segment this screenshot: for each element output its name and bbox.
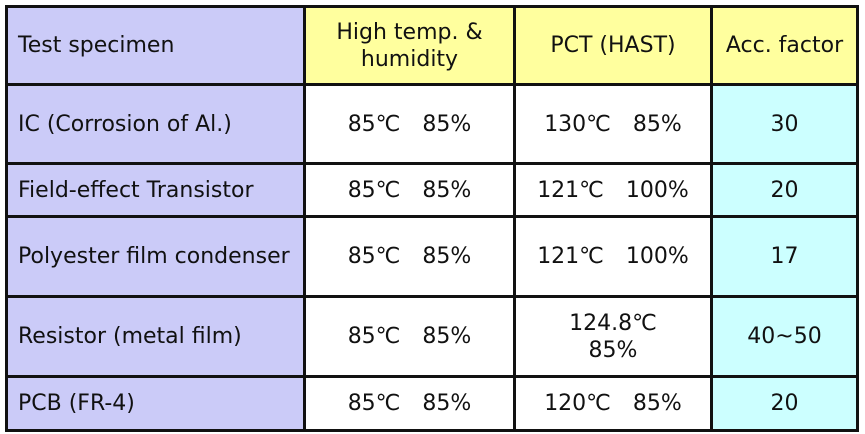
high-temp-cell: 85℃ 85% <box>303 295 516 378</box>
header-high-temp-humidity: High temp. & humidity <box>303 5 516 86</box>
high-temp-cell: 85℃ 85% <box>303 215 516 298</box>
table-row: Resistor (metal film) 85℃ 85% 124.8℃ 85%… <box>5 295 859 378</box>
header-acc-factor: Acc. factor <box>710 5 859 86</box>
acceleration-factor-table: Test specimen High temp. & humidity PCT … <box>5 5 859 432</box>
pct-cell: 120℃ 85% <box>513 375 713 432</box>
pct-cell: 124.8℃ 85% <box>513 295 713 378</box>
pct-cell: 121℃ 100% <box>513 162 713 218</box>
specimen-cell: Field-effect Transistor <box>5 162 306 218</box>
specimen-cell: Polyester film condenser <box>5 215 306 298</box>
table-row: Polyester film condenser 85℃ 85% 121℃ 10… <box>5 215 859 298</box>
specimen-cell: PCB (FR-4) <box>5 375 306 432</box>
acc-factor-cell: 17 <box>710 215 859 298</box>
specimen-cell: Resistor (metal film) <box>5 295 306 378</box>
header-test-specimen: Test specimen <box>5 5 306 86</box>
table-row: IC (Corrosion of Al.) 85℃ 85% 130℃ 85% 3… <box>5 83 859 165</box>
acc-factor-cell: 40~50 <box>710 295 859 378</box>
specimen-cell: IC (Corrosion of Al.) <box>5 83 306 165</box>
pct-cell: 130℃ 85% <box>513 83 713 165</box>
pct-cell: 121℃ 100% <box>513 215 713 298</box>
table-row: PCB (FR-4) 85℃ 85% 120℃ 85% 20 <box>5 375 859 432</box>
acc-factor-cell: 20 <box>710 375 859 432</box>
header-row: Test specimen High temp. & humidity PCT … <box>5 5 859 86</box>
high-temp-cell: 85℃ 85% <box>303 375 516 432</box>
acc-factor-cell: 20 <box>710 162 859 218</box>
high-temp-cell: 85℃ 85% <box>303 162 516 218</box>
acc-factor-cell: 30 <box>710 83 859 165</box>
table-row: Field-effect Transistor 85℃ 85% 121℃ 100… <box>5 162 859 218</box>
high-temp-cell: 85℃ 85% <box>303 83 516 165</box>
header-pct-hast: PCT (HAST) <box>513 5 713 86</box>
